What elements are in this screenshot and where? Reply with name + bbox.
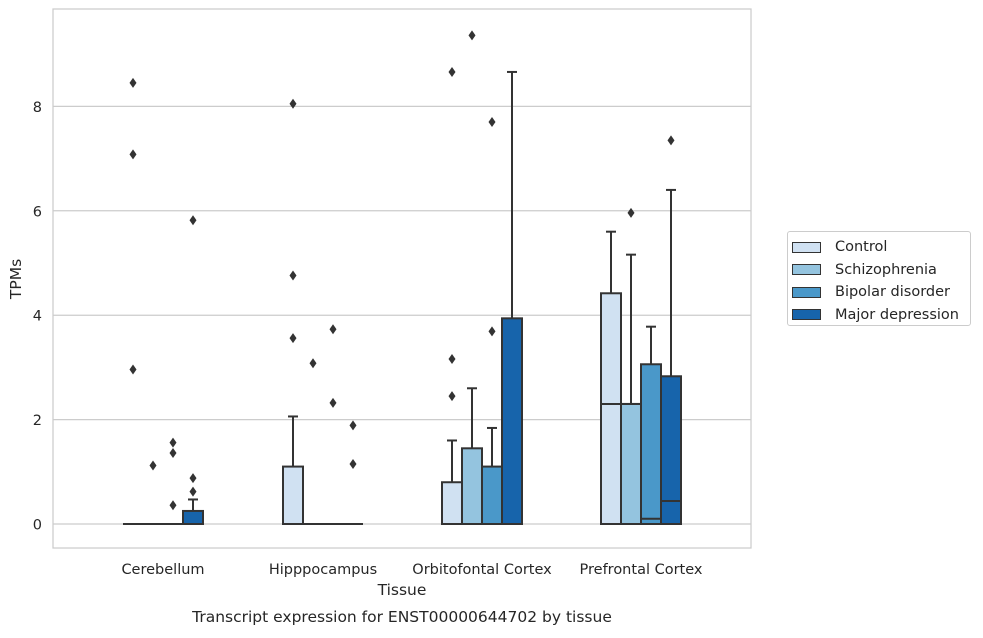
legend-label: Schizophrenia <box>835 261 937 278</box>
chart-caption: Transcript expression for ENST0000064470… <box>191 608 612 626</box>
outlier-point <box>189 473 197 484</box>
legend-label: Major depression <box>835 306 959 323</box>
outliers <box>129 30 675 511</box>
legend-item: Bipolar disorder <box>792 281 970 304</box>
legend-label: Bipolar disorder <box>835 284 950 301</box>
y-tick-label: 4 <box>33 309 42 325</box>
legend-swatch <box>792 241 821 253</box>
outlier-point <box>349 420 357 431</box>
outlier-point <box>289 98 297 109</box>
outlier-point <box>169 500 177 511</box>
outlier-point <box>488 326 496 337</box>
legend-swatch <box>792 264 821 276</box>
outlier-point <box>309 358 317 369</box>
y-tick-label: 8 <box>33 100 42 116</box>
y-axis-label: TPMs <box>7 259 25 300</box>
boxes <box>123 70 682 526</box>
box <box>640 363 662 525</box>
outlier-point <box>667 135 675 146</box>
outlier-point <box>329 324 337 335</box>
legend-label: Control <box>835 239 888 256</box>
plot-frame <box>52 8 752 549</box>
outlier-point <box>289 270 297 281</box>
legend-swatch <box>792 309 821 321</box>
outlier-point <box>468 30 476 41</box>
box <box>620 402 642 525</box>
outlier-point <box>488 117 496 128</box>
box <box>501 317 523 525</box>
legend-item: Major depression <box>792 304 970 327</box>
box <box>600 292 622 525</box>
box <box>441 481 463 525</box>
x-tick-label: Cerebellum <box>121 562 204 578</box>
outlier-point <box>129 149 137 160</box>
box <box>481 465 503 525</box>
box <box>660 375 682 525</box>
box <box>461 447 483 525</box>
outlier-point <box>149 460 157 471</box>
legend-item: Control <box>792 236 970 259</box>
box <box>282 465 304 525</box>
outlier-point <box>129 364 137 375</box>
legend-swatch <box>792 286 821 298</box>
x-tick-label: Hipppocampus <box>269 562 377 578</box>
outlier-point <box>627 207 635 218</box>
y-tick-label: 0 <box>33 518 42 534</box>
x-axis-label: Tissue <box>377 581 427 599</box>
legend: Control Schizophrenia Bipolar disorder Majo… <box>787 231 971 326</box>
outlier-point <box>289 333 297 344</box>
outlier-point <box>169 448 177 459</box>
outlier-point <box>189 215 197 226</box>
outlier-point <box>329 397 337 408</box>
y-tick-labels: 0 2 4 6 8 <box>33 100 42 534</box>
outlier-point <box>448 391 456 402</box>
x-tick-labels: Cerebellum Hipppocampus Orbitofontal Corte… <box>121 562 702 578</box>
x-tick-label: Prefrontal Cortex <box>580 562 703 578</box>
outlier-point <box>448 66 456 77</box>
outlier-point <box>129 77 137 88</box>
outlier-point <box>189 486 197 497</box>
outlier-point <box>349 458 357 469</box>
y-tick-label: 6 <box>33 204 42 220</box>
x-tick-label: Orbitofontal Cortex <box>412 562 552 578</box>
box <box>182 509 204 526</box>
y-tick-label: 2 <box>33 413 42 429</box>
legend-item: Schizophrenia <box>792 259 970 282</box>
outlier-point <box>169 437 177 448</box>
outlier-point <box>448 354 456 365</box>
